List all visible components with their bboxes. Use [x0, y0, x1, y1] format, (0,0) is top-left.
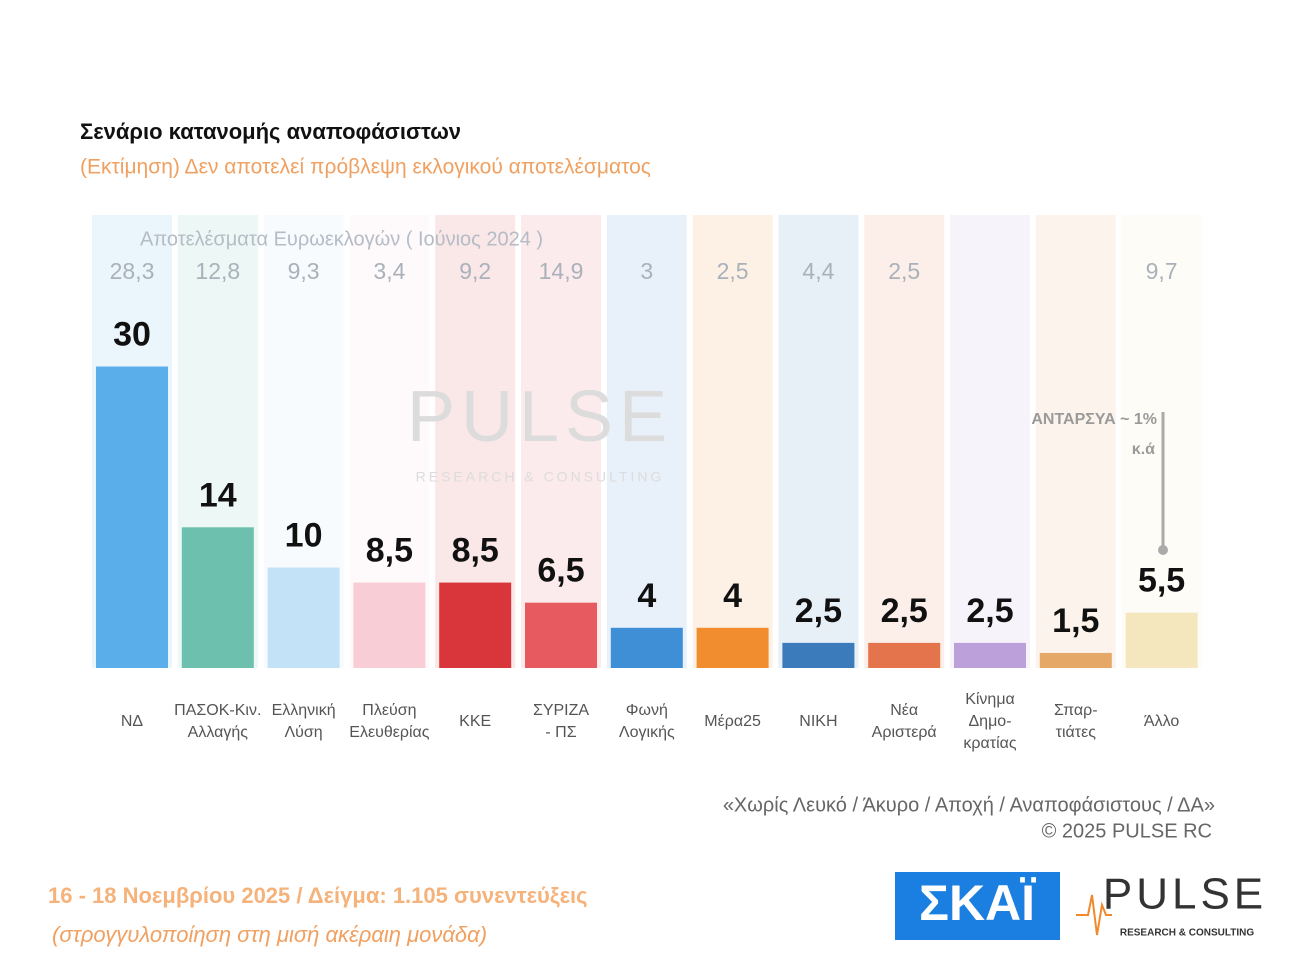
value-label: 5,5: [1138, 562, 1185, 600]
bar: [525, 602, 597, 668]
category-label: Φωνή Λογικής: [618, 702, 675, 741]
bar: [696, 627, 769, 668]
value-label: 6,5: [537, 552, 584, 590]
skai-logo-text: ΣΚΑΪ: [919, 875, 1036, 931]
value-label: 8,5: [366, 532, 413, 570]
bar: [267, 567, 340, 668]
value-label: 30: [113, 315, 151, 353]
value-label: 4: [723, 577, 742, 615]
annotation: ΑΝΤΑΡΣΥΑ ~ 1%: [1031, 411, 1157, 428]
value-label: 10: [285, 516, 323, 554]
category-label: Νέα Αριστερά: [871, 702, 937, 741]
previous-value: 2,5: [717, 258, 749, 284]
value-label: 2,5: [795, 592, 842, 630]
previous-value: 9,7: [1146, 258, 1178, 284]
category-label: ΚΚΕ: [459, 713, 492, 730]
previous-value: 4,4: [802, 258, 834, 284]
bar: [439, 582, 512, 668]
watermark: PULSE: [407, 377, 673, 457]
column-background: [864, 215, 945, 668]
category-label: Σπαρ- τιάτες: [1053, 702, 1098, 741]
column-background: [692, 215, 773, 668]
category-label: Ελληνική Λύση: [271, 702, 336, 741]
bar: [181, 527, 254, 668]
value-label: 8,5: [452, 532, 499, 570]
value-label: 14: [199, 476, 237, 514]
category-label: ΝΙΚΗ: [799, 713, 838, 730]
bar: [954, 642, 1026, 668]
value-label: 4: [637, 577, 656, 615]
category-label: Πλεύση Ελευθερίας: [349, 702, 430, 741]
pulse-logo-text: PULSE: [1103, 870, 1267, 919]
bar: [782, 642, 855, 668]
bar: [1039, 652, 1112, 668]
column-background: [778, 215, 859, 668]
annotation: κ.ά: [1132, 441, 1155, 458]
column-background: [950, 215, 1030, 668]
column-background: [1035, 215, 1116, 668]
chart-title: Σενάριο κατανομής αναποφάσιστων: [80, 119, 461, 144]
annotation-dot: [1158, 545, 1168, 555]
previous-value: 3: [640, 258, 653, 284]
previous-value: 9,3: [288, 258, 320, 284]
bar: [1125, 612, 1198, 668]
category-label: ΠΑΣΟΚ-Κιν. Αλλαγής: [174, 702, 262, 741]
category-label: ΝΔ: [120, 713, 144, 730]
bar: [353, 582, 426, 668]
skai-logo: [895, 872, 1060, 940]
pulse-logo-wave: [1076, 894, 1112, 936]
column-background: [606, 215, 687, 668]
category-label: ΣΥΡΙΖΑ - ΠΣ: [532, 702, 590, 741]
pulse-logo-sub: RESEARCH & CONSULTING: [1120, 928, 1254, 939]
category-label: Άλλο: [1143, 713, 1180, 730]
survey-info: 16 - 18 Νοεμβρίου 2025 / Δείγμα: 1.105 σ…: [48, 883, 588, 908]
previous-value: 9,2: [459, 258, 491, 284]
bar: [96, 366, 168, 668]
footnote: «Χωρίς Λευκό / Άκυρο / Αποχή / Αναποφάσι…: [723, 794, 1215, 816]
column-background: [521, 215, 601, 668]
category-label: Κίνημα Δημο- κρατίας: [963, 691, 1017, 752]
previous-value: 3,4: [373, 258, 405, 284]
bar: [610, 627, 683, 668]
value-label: 2,5: [966, 592, 1013, 630]
previous-label: Αποτελέσματα Ευρωεκλογών ( Ιούνιος 2024 …: [140, 228, 543, 250]
previous-value: 12,8: [195, 258, 240, 284]
survey-note: (στρογγυλοποίηση στη μισή ακέραιη μονάδα…: [52, 922, 487, 947]
bar: [868, 642, 941, 668]
previous-value: 2,5: [888, 258, 920, 284]
previous-value: 14,9: [539, 258, 584, 284]
footnote: © 2025 PULSE RC: [1042, 820, 1212, 842]
value-label: 2,5: [881, 592, 928, 630]
category-label: Μέρα25: [704, 713, 761, 730]
chart-subtitle: (Εκτίμηση) Δεν αποτελεί πρόβλεψη εκλογικ…: [80, 156, 651, 179]
watermark: RESEARCH & CONSULTING: [416, 469, 665, 485]
value-label: 1,5: [1052, 602, 1099, 640]
previous-value: 28,3: [110, 258, 155, 284]
